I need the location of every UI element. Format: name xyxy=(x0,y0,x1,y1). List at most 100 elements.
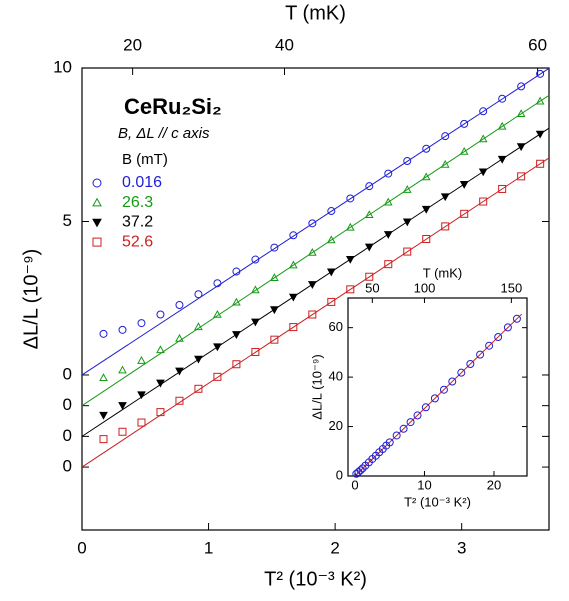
x2-tick-label: 100 xyxy=(414,280,436,295)
data-point xyxy=(459,146,469,155)
data-point xyxy=(439,385,448,394)
y-tick-label: 40 xyxy=(329,369,343,384)
x2-axis-label: T (mK) xyxy=(423,265,462,280)
data-point xyxy=(156,408,165,417)
data-point xyxy=(308,219,317,228)
data-point xyxy=(232,267,241,276)
data-point xyxy=(213,279,222,288)
data-point xyxy=(137,391,146,400)
data-point xyxy=(440,193,450,202)
data-point xyxy=(364,243,374,252)
y-tick-label: 0 xyxy=(63,364,72,383)
data-point xyxy=(384,169,393,178)
data-point xyxy=(307,247,317,256)
data-point xyxy=(448,377,457,386)
data-point xyxy=(308,310,317,319)
chart-subtitle: B, ΔL // c axis xyxy=(118,125,210,142)
data-point xyxy=(346,194,355,203)
legend-title: B (mT) xyxy=(122,151,168,168)
data-point xyxy=(270,273,279,281)
data-point xyxy=(498,184,507,193)
x-axis-label: T² (10⁻³ K²) xyxy=(404,494,471,509)
data-point xyxy=(497,155,507,164)
data-point xyxy=(137,356,146,364)
x2-tick-label: 60 xyxy=(528,35,547,54)
data-point xyxy=(403,157,412,166)
chart-title: CeRu₂Si₂ xyxy=(124,94,222,119)
data-point xyxy=(422,234,431,243)
data-point xyxy=(251,285,260,294)
data-point xyxy=(441,132,450,141)
x2-axis-label: T (mK) xyxy=(285,2,346,24)
data-point xyxy=(270,243,279,252)
x-tick-label: 3 xyxy=(457,538,466,557)
data-point xyxy=(421,403,430,412)
data-point xyxy=(326,268,336,277)
data-point xyxy=(535,130,545,139)
data-point xyxy=(118,427,127,436)
data-point xyxy=(137,319,146,328)
data-point xyxy=(99,373,108,382)
y-tick-label: 0 xyxy=(63,457,72,476)
x-tick-label: 2 xyxy=(330,538,339,557)
x2-tick-label: 20 xyxy=(123,35,142,54)
x2-tick-label: 50 xyxy=(365,280,379,295)
data-point xyxy=(494,333,503,342)
data-point xyxy=(402,218,412,227)
data-point xyxy=(251,318,260,327)
data-point xyxy=(399,424,408,433)
data-point xyxy=(156,345,165,354)
data-point xyxy=(99,411,108,420)
data-point xyxy=(213,343,222,352)
data-point xyxy=(194,384,203,393)
data-point xyxy=(175,396,184,405)
data-point xyxy=(118,402,127,410)
data-point xyxy=(327,207,336,216)
data-point xyxy=(479,197,488,206)
y-tick-label: 10 xyxy=(53,57,72,76)
x2-tick-label: 40 xyxy=(275,35,294,54)
legend-marker xyxy=(92,178,102,188)
data-point xyxy=(536,69,545,78)
data-point xyxy=(213,372,222,381)
data-point xyxy=(517,172,526,181)
data-point xyxy=(430,394,439,403)
data-point xyxy=(365,272,374,281)
data-point xyxy=(385,438,394,447)
data-point xyxy=(535,96,545,105)
legend-label: 52.6 xyxy=(122,233,153,250)
data-point xyxy=(251,347,260,356)
data-point xyxy=(503,323,512,332)
x-tick-label: 0 xyxy=(77,538,86,557)
data-point xyxy=(365,182,374,191)
data-point xyxy=(194,322,203,331)
data-point xyxy=(194,290,203,299)
data-point xyxy=(307,281,317,289)
legend-marker xyxy=(92,237,102,247)
plot-frame xyxy=(347,297,528,477)
legend-marker xyxy=(92,218,102,228)
data-point xyxy=(478,134,488,143)
data-point xyxy=(251,255,260,264)
data-point xyxy=(441,222,450,231)
fit-line xyxy=(81,94,550,407)
fit-line xyxy=(354,313,523,477)
legend-label: 26.3 xyxy=(122,194,153,211)
data-point xyxy=(402,185,412,193)
data-point xyxy=(270,306,279,315)
data-point xyxy=(289,260,298,269)
data-point xyxy=(99,329,108,338)
data-point xyxy=(485,341,494,350)
data-point xyxy=(516,143,526,152)
data-point xyxy=(289,231,298,240)
data-point xyxy=(270,335,279,344)
data-point xyxy=(232,360,241,369)
data-point xyxy=(440,159,450,168)
data-point xyxy=(498,94,507,103)
data-point xyxy=(421,172,431,181)
data-point xyxy=(345,255,355,264)
data-point xyxy=(175,333,184,342)
data-point xyxy=(413,411,422,420)
data-point xyxy=(406,418,415,427)
x-axis-label: T² (10⁻³ K²) xyxy=(264,568,367,590)
